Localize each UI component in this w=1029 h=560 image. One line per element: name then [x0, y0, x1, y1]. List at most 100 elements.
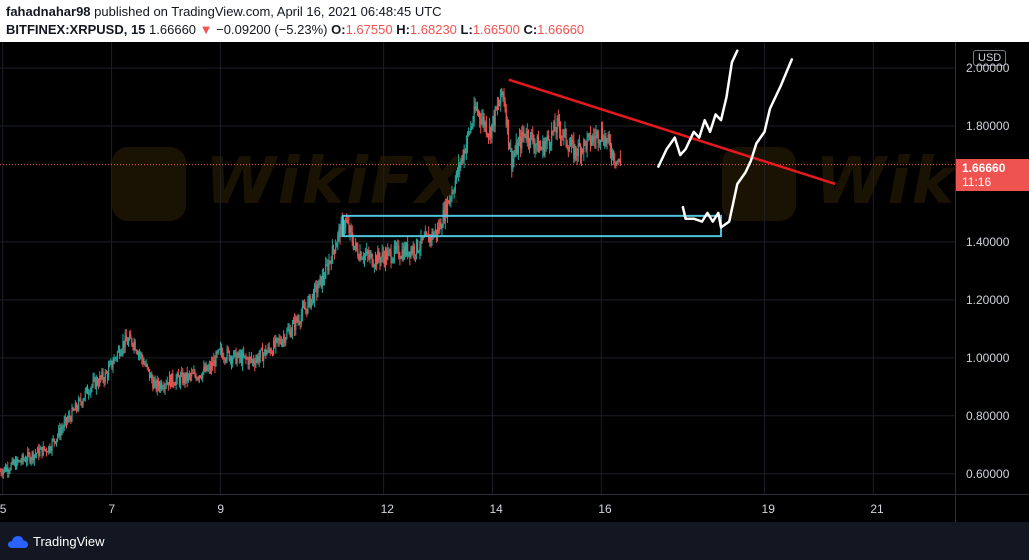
- candle-body: [528, 142, 531, 146]
- candle-body: [300, 314, 302, 324]
- candle-body: [245, 355, 247, 359]
- candle-body: [426, 233, 429, 235]
- candle-body: [6, 467, 8, 472]
- candle-body: [475, 107, 477, 111]
- candle-body: [271, 351, 274, 355]
- author-name[interactable]: fahadnahar98: [6, 4, 91, 19]
- candle-body: [82, 400, 84, 405]
- currency-button[interactable]: USD: [973, 50, 1007, 66]
- candle-body: [312, 293, 315, 302]
- candle-body: [204, 367, 206, 372]
- candle-body: [80, 398, 82, 403]
- candle-body: [287, 330, 289, 332]
- candle-body: [554, 121, 556, 132]
- candle-body: [110, 360, 112, 364]
- publication-line: fahadnahar98 published on TradingView.co…: [6, 4, 442, 19]
- candle-body: [598, 142, 600, 144]
- candle-body: [423, 236, 425, 238]
- candle-body: [79, 398, 81, 400]
- candle-body: [320, 276, 322, 288]
- candle-body: [90, 388, 92, 394]
- candle-body: [599, 139, 602, 143]
- candle-body: [353, 245, 356, 249]
- candle-body: [256, 356, 258, 361]
- candle-body: [104, 372, 106, 382]
- y-tick-label: 1.40000: [966, 234, 1010, 249]
- candle-body: [574, 146, 576, 159]
- candle-body: [386, 251, 388, 260]
- candle-body: [156, 380, 158, 390]
- candle-body: [285, 338, 287, 343]
- chart-plot-area[interactable]: WikiFX WikiFX: [0, 42, 955, 494]
- candle-body: [38, 447, 40, 457]
- axis-corner: [955, 494, 1029, 522]
- y-tick-label: 1.80000: [966, 119, 1010, 134]
- candle-body: [248, 357, 250, 365]
- candle-body: [506, 119, 508, 126]
- candle-body: [589, 133, 592, 145]
- candle-body: [84, 390, 86, 398]
- time-axis[interactable]: 5 7 9 12 14 16 19 21: [0, 494, 955, 522]
- candle-body: [227, 348, 229, 352]
- candle-body: [284, 336, 286, 343]
- candle-body: [383, 256, 385, 265]
- candle-body: [495, 107, 497, 110]
- candle-body: [213, 359, 215, 366]
- symbol-label[interactable]: BITFINEX:XRPUSD, 15: [6, 22, 146, 37]
- candle-body: [2, 470, 4, 475]
- candle-body: [288, 329, 290, 331]
- candle-body: [115, 357, 117, 359]
- candle-body: [76, 409, 79, 410]
- candle-body: [296, 317, 298, 322]
- candle-body: [338, 228, 340, 234]
- candle-body: [306, 308, 308, 313]
- candle-body: [147, 367, 150, 370]
- price-axis[interactable]: USD 1.66660 11:16 2.00000 1.80000 1.40000 1…: [955, 42, 1029, 494]
- candle-body: [390, 250, 392, 263]
- candle-body: [92, 379, 94, 386]
- candle-body: [425, 232, 428, 234]
- candle-body: [325, 264, 327, 279]
- candle-body: [380, 257, 382, 263]
- candle-body: [534, 145, 536, 149]
- close-label: C:: [523, 22, 538, 37]
- candle-body: [332, 245, 335, 250]
- candle-body: [573, 140, 575, 159]
- candle-body: [302, 306, 305, 308]
- candle-body: [52, 438, 54, 441]
- candle-body: [60, 429, 62, 437]
- tradingview-brand[interactable]: TradingView: [8, 534, 105, 549]
- y-tick-label: 1.20000: [966, 292, 1010, 307]
- candle-body: [498, 103, 501, 106]
- x-tick-label: 7: [108, 502, 116, 516]
- candle-body: [144, 363, 146, 366]
- candle-body: [214, 359, 216, 367]
- candle-body: [103, 379, 105, 382]
- candle-body: [105, 372, 107, 374]
- candle-body: [188, 374, 191, 376]
- candle-body: [160, 382, 162, 389]
- candle-body: [45, 449, 48, 452]
- candle-body: [588, 133, 590, 135]
- candle-body: [130, 335, 132, 339]
- candle-body: [189, 374, 192, 377]
- candle-body: [585, 141, 587, 150]
- candle-body: [526, 130, 528, 140]
- candle-body: [586, 137, 588, 150]
- candle-body: [604, 136, 606, 146]
- candle-body: [71, 407, 73, 422]
- candle-body: [508, 143, 511, 149]
- candle-body: [99, 375, 101, 386]
- candle-body: [154, 380, 156, 382]
- candle-body: [614, 160, 616, 162]
- candle-body: [602, 128, 604, 140]
- candle-body: [388, 250, 390, 251]
- candle-body: [132, 344, 134, 347]
- candle-body: [466, 133, 469, 144]
- candle-body: [435, 229, 438, 236]
- last-price-label: 1.66660 11:16: [956, 158, 1029, 191]
- candle-body: [193, 371, 195, 374]
- candle-body: [0, 470, 1, 472]
- candle-body: [208, 365, 210, 369]
- candle-body: [122, 340, 124, 351]
